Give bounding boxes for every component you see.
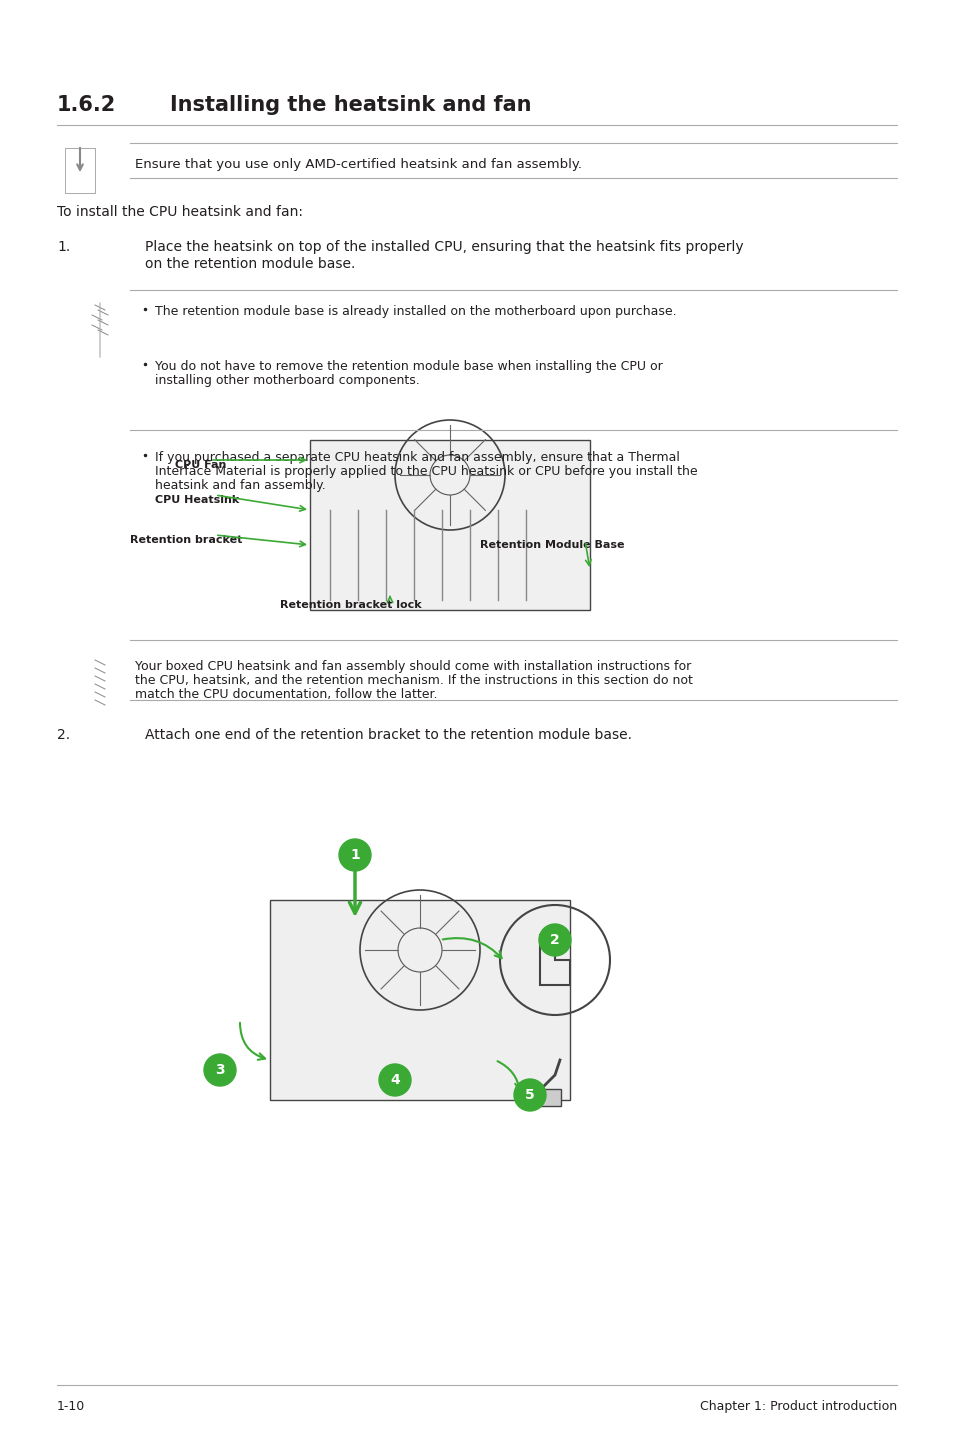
Text: Chapter 1: Product introduction: Chapter 1: Product introduction [700, 1400, 896, 1413]
Text: Interface Material is properly applied to the CPU heatsink or CPU before you ins: Interface Material is properly applied t… [154, 465, 697, 478]
Text: CPU Fan: CPU Fan [174, 460, 226, 470]
Text: To install the CPU heatsink and fan:: To install the CPU heatsink and fan: [57, 205, 303, 219]
FancyBboxPatch shape [529, 1088, 560, 1106]
Text: CPU Heatsink: CPU Heatsink [154, 495, 239, 505]
FancyBboxPatch shape [310, 440, 589, 610]
Text: If you purchased a separate CPU heatsink and fan assembly, ensure that a Thermal: If you purchased a separate CPU heatsink… [154, 451, 679, 464]
Text: Ensure that you use only AMD-certified heatsink and fan assembly.: Ensure that you use only AMD-certified h… [135, 158, 581, 170]
Text: Installing the heatsink and fan: Installing the heatsink and fan [170, 95, 531, 115]
Text: Retention bracket: Retention bracket [130, 536, 242, 546]
Text: match the CPU documentation, follow the latter.: match the CPU documentation, follow the … [135, 687, 437, 702]
Text: You do not have to remove the retention module base when installing the CPU or: You do not have to remove the retention … [154, 359, 662, 372]
Text: 2.: 2. [57, 727, 71, 742]
Text: 2: 2 [550, 934, 559, 947]
Text: 1.: 1. [57, 241, 71, 253]
Text: Place the heatsink on top of the installed CPU, ensuring that the heatsink fits : Place the heatsink on top of the install… [145, 241, 742, 253]
Circle shape [378, 1064, 411, 1095]
Text: heatsink and fan assembly.: heatsink and fan assembly. [154, 478, 325, 493]
Text: 4: 4 [390, 1073, 399, 1087]
Text: 1-10: 1-10 [57, 1400, 85, 1413]
Text: installing other motherboard components.: installing other motherboard components. [154, 374, 419, 387]
Text: 3: 3 [215, 1063, 225, 1077]
Text: 1.6.2: 1.6.2 [57, 95, 116, 115]
Text: Retention Module Base: Retention Module Base [479, 540, 624, 550]
Circle shape [338, 839, 371, 871]
Text: on the retention module base.: on the retention module base. [145, 256, 355, 271]
Text: Retention bracket lock: Retention bracket lock [280, 600, 421, 610]
Circle shape [514, 1078, 545, 1111]
Text: 5: 5 [524, 1088, 535, 1103]
Text: 1: 1 [350, 848, 359, 862]
FancyBboxPatch shape [270, 899, 569, 1100]
Circle shape [538, 924, 571, 957]
Text: The retention module base is already installed on the motherboard upon purchase.: The retention module base is already ins… [154, 305, 676, 318]
Text: Your boxed CPU heatsink and fan assembly should come with installation instructi: Your boxed CPU heatsink and fan assembly… [135, 660, 691, 673]
Circle shape [204, 1054, 235, 1085]
Text: Attach one end of the retention bracket to the retention module base.: Attach one end of the retention bracket … [145, 727, 631, 742]
Text: the CPU, heatsink, and the retention mechanism. If the instructions in this sect: the CPU, heatsink, and the retention mec… [135, 674, 692, 687]
